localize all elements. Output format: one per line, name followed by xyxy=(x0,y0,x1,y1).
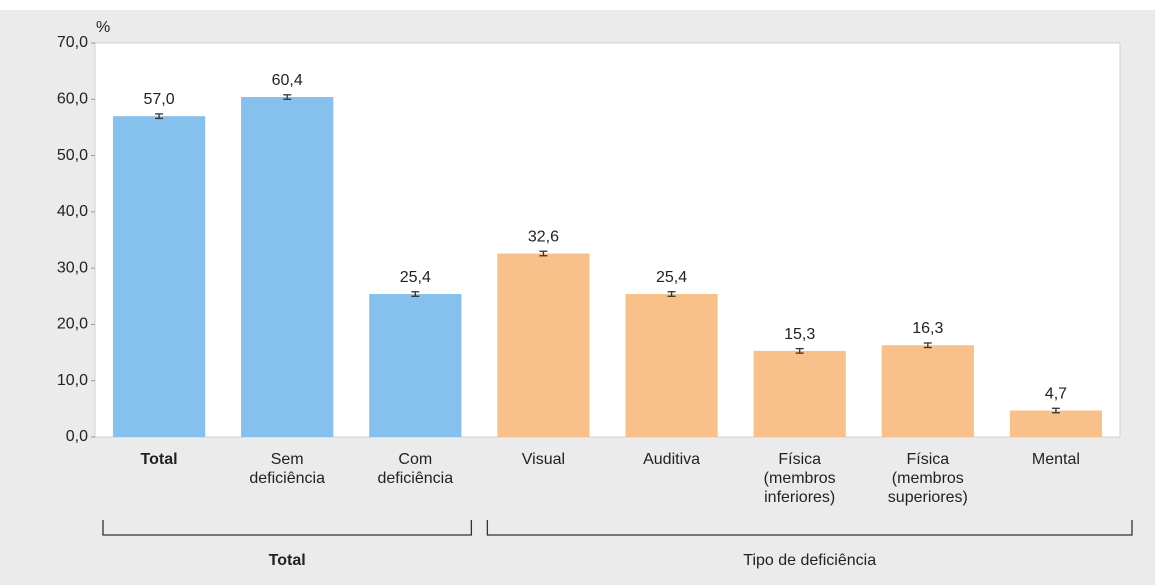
x-tick-label: Física (membros superiores) xyxy=(887,451,968,506)
bar xyxy=(753,350,846,437)
y-tick-label: 30,0 xyxy=(57,259,88,276)
bar xyxy=(497,253,590,437)
group-bracket xyxy=(486,520,1133,536)
value-label: 25,4 xyxy=(656,269,687,286)
x-tick-label: Visual xyxy=(521,451,566,468)
group-bracket xyxy=(102,520,473,536)
x-tick-label: Física (membros inferiores) xyxy=(763,451,836,506)
group-label: Tipo de deficiência xyxy=(743,552,876,569)
x-tick-label: Sem deficiência xyxy=(249,451,325,487)
y-tick-label: 0,0 xyxy=(66,428,88,445)
y-tick-label: 50,0 xyxy=(57,147,88,164)
y-axis-label: % xyxy=(96,19,110,36)
y-tick-label: 70,0 xyxy=(57,34,88,51)
group-label: Total xyxy=(269,552,306,569)
value-label: 4,7 xyxy=(1045,386,1067,403)
x-tick-label: Auditiva xyxy=(643,451,701,468)
bar xyxy=(1009,410,1103,437)
y-tick-label: 60,0 xyxy=(57,91,88,108)
value-label: 60,4 xyxy=(272,72,303,89)
value-label: 57,0 xyxy=(143,91,174,108)
bar xyxy=(369,294,462,437)
y-tick-label: 10,0 xyxy=(57,372,88,389)
bar xyxy=(881,345,974,437)
bar xyxy=(241,97,334,437)
bar xyxy=(625,294,718,437)
bar xyxy=(112,116,206,438)
value-label: 25,4 xyxy=(400,269,431,286)
x-tick-label: Total xyxy=(140,451,178,468)
value-label: 15,3 xyxy=(784,326,815,343)
y-tick-label: 20,0 xyxy=(57,316,88,333)
value-label: 16,3 xyxy=(912,320,943,337)
x-tick-label: Mental xyxy=(1031,451,1080,468)
y-tick-label: 40,0 xyxy=(57,203,88,220)
value-label: 32,6 xyxy=(528,228,559,245)
x-tick-label: Com deficiência xyxy=(377,451,454,487)
